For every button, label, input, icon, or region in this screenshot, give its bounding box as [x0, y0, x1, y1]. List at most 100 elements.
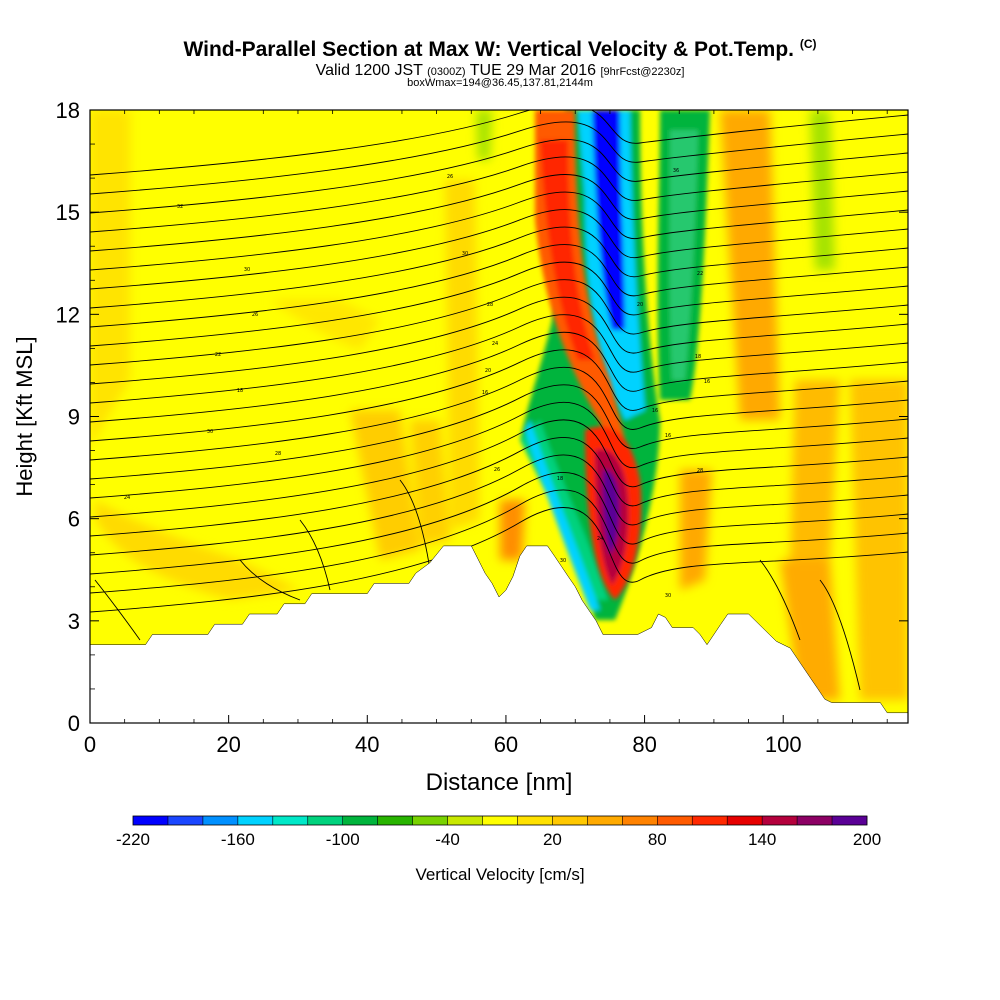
colorbar-swatch [552, 816, 588, 825]
contour-label: 16 [704, 379, 710, 385]
isentrope-line [90, 507, 908, 613]
colorbar-swatch [482, 816, 518, 825]
isentrope-line [90, 401, 908, 499]
isentrope-line [90, 419, 908, 518]
colorbar-swatch [447, 816, 483, 825]
forecast-label: [9hrFcst@2230z] [600, 66, 685, 78]
isentrope-line [90, 121, 908, 195]
contour-label: 30 [207, 429, 213, 435]
x-tick-label: 20 [216, 732, 240, 757]
updraft-g [790, 380, 840, 560]
y-tick-label: 12 [56, 302, 80, 327]
terrain [90, 545, 908, 723]
colorbar-swatch [762, 816, 798, 825]
x-axis-label: Distance [nm] [426, 769, 573, 796]
isentrope-line [90, 138, 908, 214]
isentrope-low-line [759, 559, 801, 641]
contour-label: 28 [275, 451, 281, 457]
colorbar-swatch [167, 816, 204, 825]
pot-temp-contours [90, 110, 908, 691]
updraft-e [680, 470, 712, 590]
contour-label: 30 [560, 558, 566, 564]
y-tick-label: 3 [68, 609, 80, 634]
updraft-h [850, 380, 908, 700]
colorbar-tick-label: 200 [853, 830, 881, 849]
y-tick-label: 15 [56, 200, 80, 225]
colorbar-tick-label: 80 [648, 830, 667, 849]
contour-label: 24 [492, 341, 498, 347]
updraft-ridge-a [350, 410, 420, 560]
isentrope-line [90, 331, 908, 423]
colorbar-swatch [342, 816, 378, 825]
x-tick-label: 80 [632, 732, 656, 757]
colorbar-tick-label: -220 [116, 830, 150, 849]
isentrope-line [90, 436, 908, 537]
x-tick-label: 60 [494, 732, 518, 757]
isentrope-low-line [239, 559, 301, 601]
weak-updraft-west [90, 110, 130, 450]
contour-label: 22 [215, 352, 221, 358]
isentrope-line [90, 489, 908, 594]
contour-label: 26 [447, 174, 453, 180]
colorbar-tick-label: 20 [543, 830, 562, 849]
downdraft-east-core [669, 130, 698, 380]
contour-label: 30 [244, 267, 250, 273]
contour-label: 36 [673, 168, 679, 174]
colorbar-swatch [727, 816, 763, 825]
isentrope-line [90, 156, 908, 233]
plot-area: 26 32 30 30 28 26 24 22 20 18 16 30 28 26 24 22 20 18 16 16… [90, 110, 908, 723]
isentrope-low-line [399, 479, 431, 571]
weak-updraft-sw [95, 500, 300, 600]
isentrope-line [90, 261, 908, 347]
colorbar-swatch [657, 816, 693, 825]
colorbar-swatch [202, 816, 239, 825]
y-tick-label: 18 [56, 98, 80, 123]
isentrope-line [90, 454, 908, 556]
x-tick-label: 0 [84, 732, 96, 757]
contour-label: 32 [177, 204, 183, 210]
colorbar-tick-label: -40 [435, 830, 460, 849]
contour-label: 16 [665, 433, 671, 439]
updraft-ridge-b [410, 420, 450, 545]
contour-label: 28 [697, 468, 703, 474]
isentrope-line [90, 226, 908, 309]
contour-labels: 26 32 30 30 28 26 24 22 20 18 16 30 28 26 24 22 20 18 16 16… [124, 168, 710, 602]
colorbar-swatch [377, 816, 413, 825]
colorbar-tick-label: -100 [326, 830, 360, 849]
contour-label: 24 [597, 536, 603, 542]
colorbar-swatch [272, 816, 309, 825]
colorbar-tick-label: -160 [221, 830, 255, 849]
colorbar-swatch [832, 816, 868, 825]
isentrope-line [90, 314, 908, 404]
isentrope-line [90, 191, 908, 271]
isentrope-low-line [299, 519, 331, 591]
contour-label: 26 [494, 467, 500, 473]
contour-label: 20 [485, 368, 491, 374]
isentrope-line [90, 296, 908, 385]
downdraft-core [592, 110, 625, 330]
y-tick-label: 6 [68, 507, 80, 532]
valid-date: TUE 29 Mar 2016 [469, 62, 597, 79]
chart-subtitle: Valid 1200 JST (0300Z) TUE 29 Mar 2016 [… [0, 62, 1000, 80]
isentrope-line [90, 110, 908, 176]
contour-label: 30 [462, 251, 468, 257]
contour-label: 22 [697, 271, 703, 277]
updraft-d [500, 500, 525, 560]
isentrope-low-line [819, 579, 861, 691]
colorbar: -220 -160 -100 -40 20 80 140 200 Vertical Veloci… [116, 815, 881, 884]
y-axis-label: Height [Kft MSL] [12, 336, 37, 496]
updraft-f [720, 110, 780, 420]
contour-label: 28 [487, 302, 493, 308]
contour-label: 30 [665, 593, 671, 599]
colorbar-swatch [622, 816, 658, 825]
colorbar-swatch [587, 816, 623, 825]
valid-utc: (0300Z) [427, 66, 466, 78]
isentrope-line [90, 244, 908, 328]
contour-label: 18 [695, 354, 701, 360]
isentrope-line [90, 471, 908, 575]
contour-label: 18 [237, 388, 243, 394]
colorbar-swatch [797, 816, 833, 825]
title-main: Wind-Parallel Section at Max W: Vertical… [183, 38, 794, 61]
